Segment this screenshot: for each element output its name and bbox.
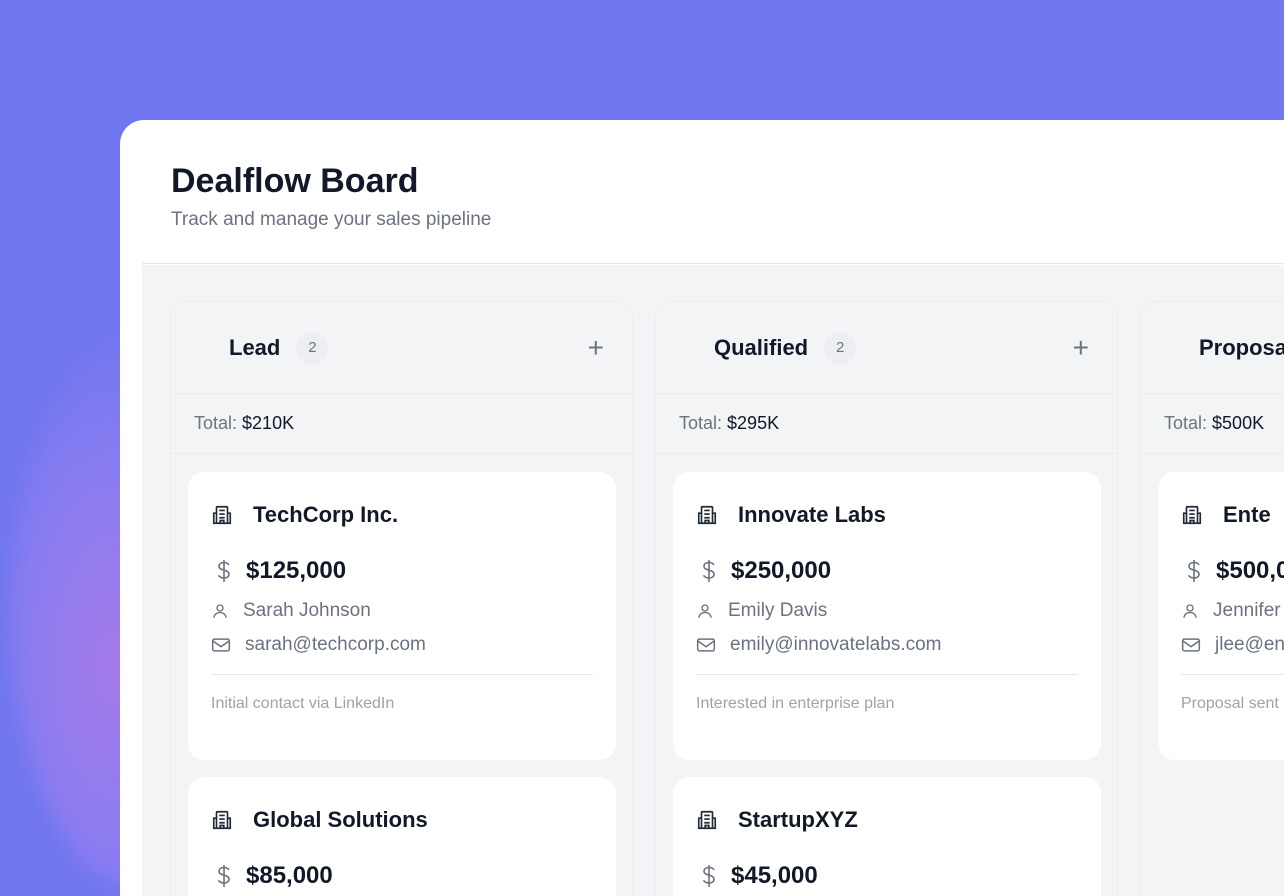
add-deal-button[interactable]: + — [587, 331, 604, 363]
building-icon — [1181, 504, 1203, 526]
building-icon — [211, 809, 233, 831]
deal-note: Proposal sent — [1181, 695, 1279, 712]
deal-amount: $500,0 — [1216, 557, 1284, 584]
column-lead: Lead 2 + Total: $210K TechCorp Inc. $125,00… — [170, 301, 633, 896]
total-label: Total: — [1164, 413, 1208, 433]
add-deal-button[interactable]: + — [1072, 331, 1089, 363]
deal-note: Initial contact via LinkedIn — [211, 695, 395, 712]
building-icon — [696, 504, 718, 526]
company-name: StartupXYZ — [738, 807, 858, 832]
column-name: Qualified — [714, 334, 809, 360]
dollar-icon — [1185, 559, 1209, 583]
dollar-icon — [700, 559, 724, 583]
divider — [211, 674, 593, 675]
deal-amount: $45,000 — [731, 862, 818, 889]
board-window: Dealflow Board Track and manage your sal… — [120, 120, 1284, 896]
page-title: Dealflow Board — [171, 162, 419, 200]
dollar-icon — [215, 864, 239, 888]
column-header: Proposa — [1141, 302, 1284, 394]
building-icon — [211, 504, 233, 526]
contact-email[interactable]: emily@innovatelabs.com — [730, 634, 942, 655]
total-label: Total: — [194, 413, 238, 433]
company-name: Ente — [1223, 502, 1271, 527]
dollar-icon — [700, 864, 724, 888]
deal-note: Interested in enterprise plan — [696, 695, 895, 712]
contact-email[interactable]: sarah@techcorp.com — [245, 634, 426, 655]
contact-email[interactable]: jlee@en — [1215, 634, 1284, 655]
user-icon — [1181, 602, 1199, 620]
column-header: Lead 2 + — [171, 302, 632, 394]
total-value: $295K — [727, 413, 780, 433]
user-icon — [211, 602, 229, 620]
company-name: TechCorp Inc. — [253, 502, 399, 527]
deal-amount: $85,000 — [246, 862, 333, 889]
column-total: Total: $500K — [1141, 394, 1284, 454]
kanban-board: Lead 2 + Total: $210K TechCorp Inc. $125,00… — [142, 265, 1284, 896]
page-header: Dealflow Board Track and manage your sal… — [142, 120, 1284, 264]
deal-amount: $250,000 — [731, 557, 832, 584]
mail-icon — [696, 636, 716, 654]
column-qualified: Qualified 2 + Total: $295K Innovate Labs $2… — [655, 301, 1118, 896]
contact-name: Sarah Johnson — [243, 600, 371, 621]
divider — [696, 674, 1078, 675]
company-name: Global Solutions — [253, 807, 428, 832]
divider — [1181, 674, 1284, 675]
dollar-icon — [215, 559, 239, 583]
deal-card[interactable]: StartupXYZ $45,000 — [673, 777, 1101, 896]
column-count-badge: 2 — [824, 331, 857, 364]
user-icon — [696, 602, 714, 620]
company-name: Innovate Labs — [738, 502, 886, 527]
column-total: Total: $295K — [656, 394, 1117, 454]
total-label: Total: — [679, 413, 723, 433]
total-value: $500K — [1212, 413, 1265, 433]
building-icon — [696, 809, 718, 831]
mail-icon — [1181, 636, 1201, 654]
contact-name: Emily Davis — [728, 600, 828, 621]
column-total: Total: $210K — [171, 394, 632, 454]
contact-name: Jennifer — [1213, 600, 1281, 621]
mail-icon — [211, 636, 231, 654]
column-proposa: Proposa Total: $500K Ente $500,0 Jennifer j… — [1140, 301, 1284, 896]
deal-card[interactable]: Innovate Labs $250,000 Emily Davis emily@… — [673, 472, 1101, 760]
column-name: Proposa — [1199, 334, 1284, 360]
column-header: Qualified 2 + — [656, 302, 1117, 394]
deal-card[interactable]: TechCorp Inc. $125,000 Sarah Johnson sara… — [188, 472, 616, 760]
deal-amount: $125,000 — [246, 557, 347, 584]
column-count-badge: 2 — [296, 331, 329, 364]
page-subtitle: Track and manage your sales pipeline — [171, 209, 492, 230]
column-name: Lead — [229, 334, 281, 360]
deal-card[interactable]: Ente $500,0 Jennifer jlee@en Proposal sen… — [1158, 472, 1284, 760]
deal-card[interactable]: Global Solutions $85,000 — [188, 777, 616, 896]
total-value: $210K — [242, 413, 295, 433]
